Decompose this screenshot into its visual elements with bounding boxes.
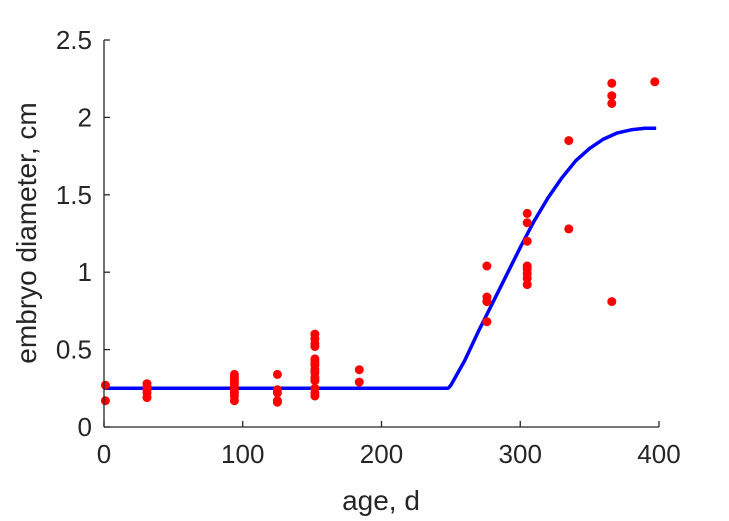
y-axis-label: embryo diameter, cm — [11, 102, 42, 363]
data-point — [564, 224, 574, 234]
data-point — [522, 273, 532, 283]
data-point — [607, 297, 617, 307]
data-point — [354, 377, 364, 387]
data-point — [142, 393, 152, 403]
x-tick-label: 100 — [221, 439, 264, 469]
x-tick-label: 200 — [360, 439, 403, 469]
data-point — [229, 396, 239, 406]
data-point — [482, 297, 492, 307]
data-point — [607, 99, 617, 108]
data-point — [482, 317, 492, 327]
data-point — [100, 380, 110, 390]
x-ticks: 0 100 200 300 400 — [97, 421, 681, 469]
x-axis-label: age, d — [342, 485, 420, 516]
data-point — [272, 388, 282, 398]
data-point — [522, 218, 532, 228]
y-tick-label: 2.5 — [56, 25, 92, 55]
data-point — [100, 396, 110, 406]
data-point — [564, 136, 574, 146]
x-tick-label: 300 — [499, 439, 542, 469]
fit-curve-layer — [104, 126, 657, 391]
y-tick-label: 0.5 — [56, 335, 92, 365]
data-points-layer — [100, 77, 660, 407]
data-point — [522, 236, 532, 246]
x-tick-label: 400 — [637, 439, 680, 469]
y-tick-label: 1.5 — [56, 180, 92, 210]
y-tick-label: 0 — [78, 412, 92, 442]
data-point — [272, 397, 282, 407]
data-point — [310, 391, 320, 401]
data-point — [522, 208, 532, 218]
data-point — [607, 91, 617, 101]
x-tick-label: 0 — [97, 439, 111, 469]
data-point — [310, 342, 320, 351]
data-point — [650, 77, 660, 87]
y-tick-label: 1 — [78, 257, 92, 287]
data-point — [354, 365, 364, 375]
plot-area — [104, 40, 659, 427]
data-point — [522, 280, 532, 290]
y-ticks: 0 0.5 1 1.5 2 2.5 — [56, 25, 110, 442]
data-point — [482, 261, 492, 271]
data-point — [310, 376, 320, 386]
data-point — [272, 369, 282, 379]
data-point — [607, 78, 617, 88]
plot-background — [104, 40, 659, 427]
fit-curve — [104, 126, 657, 391]
y-tick-label: 2 — [78, 102, 92, 132]
